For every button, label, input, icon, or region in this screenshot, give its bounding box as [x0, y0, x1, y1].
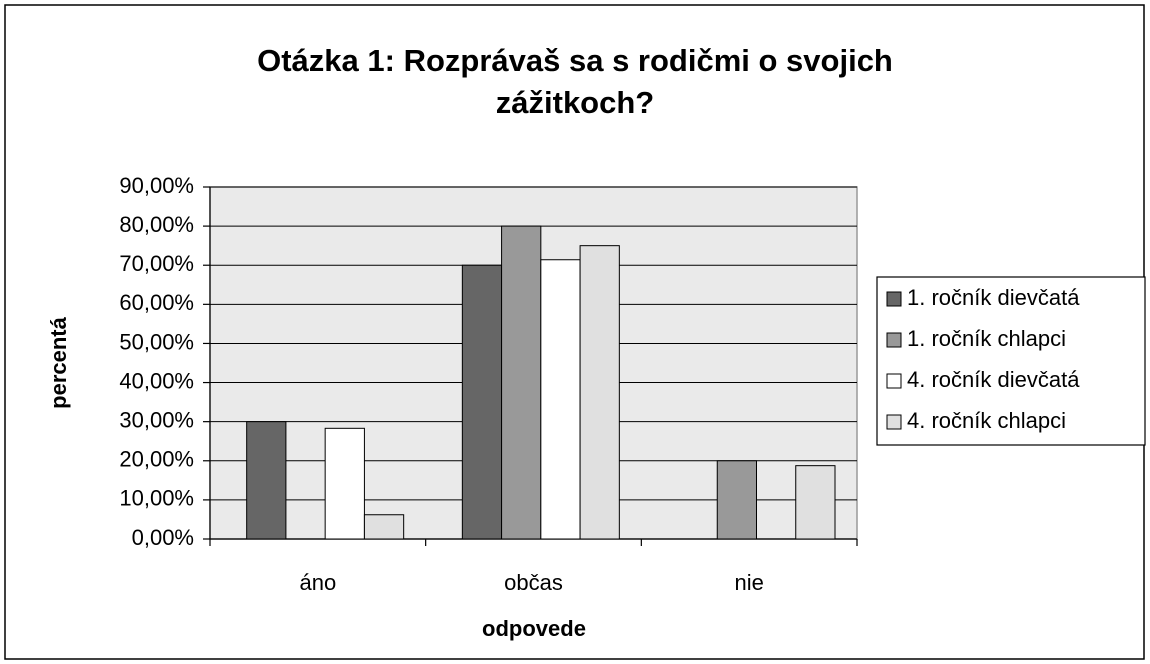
bar	[363, 514, 405, 540]
y-tick-label: 80,00%	[119, 212, 194, 237]
legend-label: 1. ročník chlapci	[907, 326, 1066, 351]
legend-swatch	[886, 414, 902, 430]
bar	[579, 245, 620, 540]
legend-label: 4. ročník chlapci	[907, 408, 1066, 433]
x-tick-label: nie	[734, 570, 763, 595]
legend-box	[876, 276, 1146, 446]
y-tick-label: 40,00%	[119, 368, 194, 393]
x-axis-label: odpovede	[482, 616, 586, 641]
bar	[716, 460, 757, 540]
y-tick-label: 0,00%	[132, 525, 194, 550]
bar	[461, 264, 503, 540]
bar	[540, 259, 581, 540]
y-tick-label: 50,00%	[119, 329, 194, 354]
y-tick-label: 60,00%	[119, 290, 194, 315]
y-tick-label: 70,00%	[119, 251, 194, 276]
y-tick-label: 10,00%	[119, 486, 194, 511]
legend-swatch	[886, 332, 902, 348]
chart-title: Otázka 1: Rozprávaš sa s rodičmi o svoji…	[257, 43, 893, 120]
legend-swatch	[886, 373, 902, 389]
y-tick-label: 30,00%	[119, 407, 194, 432]
y-axis-label: percentá	[46, 316, 71, 408]
bar	[795, 465, 836, 540]
bar	[501, 225, 542, 540]
y-tick-label: 20,00%	[119, 447, 194, 472]
bar	[246, 421, 287, 540]
bar	[324, 427, 365, 540]
legend-label: 1. ročník dievčatá	[907, 285, 1080, 310]
x-tick-label: áno	[299, 570, 336, 595]
x-tick-label: občas	[504, 570, 563, 595]
legend-label: 4. ročník dievčatá	[907, 367, 1080, 392]
legend-swatch	[886, 291, 902, 307]
y-tick-label: 90,00%	[119, 173, 194, 198]
